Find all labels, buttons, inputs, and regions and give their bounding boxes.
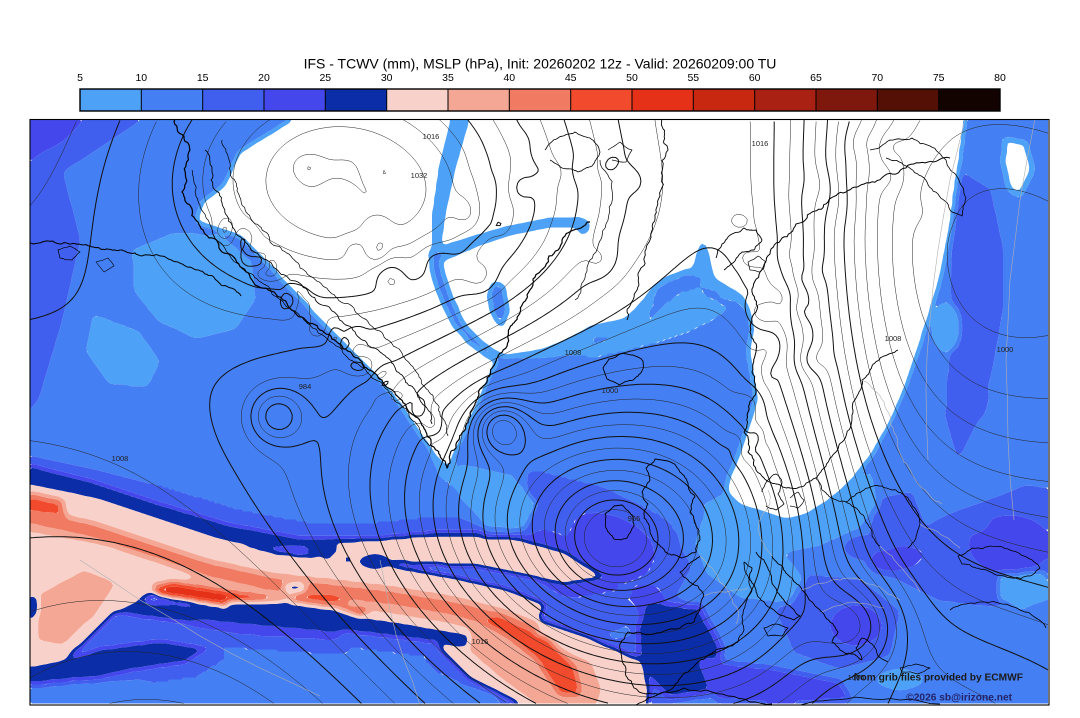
svg-text:35: 35 xyxy=(442,72,454,84)
svg-text:1000: 1000 xyxy=(997,345,1014,354)
svg-text:30: 30 xyxy=(381,72,393,84)
svg-text:1016: 1016 xyxy=(472,637,489,646)
svg-text:40: 40 xyxy=(503,72,515,84)
svg-text:IFS - TCWV (mm), MSLP (hPa), I: IFS - TCWV (mm), MSLP (hPa), Init: 20260… xyxy=(304,56,777,72)
svg-text:1008: 1008 xyxy=(885,334,902,343)
svg-text:©2026 sb@irizone.net: ©2026 sb@irizone.net xyxy=(906,693,1012,704)
svg-text:60: 60 xyxy=(749,72,761,84)
svg-text:966: 966 xyxy=(628,514,641,523)
svg-text:15: 15 xyxy=(197,72,209,84)
svg-text:1032: 1032 xyxy=(411,171,428,180)
svg-text:1016: 1016 xyxy=(752,139,769,148)
svg-text:1000: 1000 xyxy=(602,386,619,395)
svg-text:25: 25 xyxy=(319,72,331,84)
svg-text:65: 65 xyxy=(810,72,822,84)
svg-text:20: 20 xyxy=(258,72,270,84)
svg-text:55: 55 xyxy=(687,72,699,84)
svg-text:80: 80 xyxy=(994,72,1006,84)
svg-text:45: 45 xyxy=(565,72,577,84)
svg-text:1000: 1000 xyxy=(848,673,865,682)
svg-text:5: 5 xyxy=(77,72,83,84)
svg-text:50: 50 xyxy=(626,72,638,84)
svg-text:1008: 1008 xyxy=(565,348,582,357)
svg-text:75: 75 xyxy=(933,72,945,84)
svg-text:70: 70 xyxy=(871,72,883,84)
svg-text:from grib files provided by EC: from grib files provided by ECMWF xyxy=(853,673,1023,684)
svg-text:10: 10 xyxy=(135,72,147,84)
svg-text:1008: 1008 xyxy=(112,454,129,463)
svg-text:1016: 1016 xyxy=(423,132,440,141)
svg-text:984: 984 xyxy=(299,382,312,391)
